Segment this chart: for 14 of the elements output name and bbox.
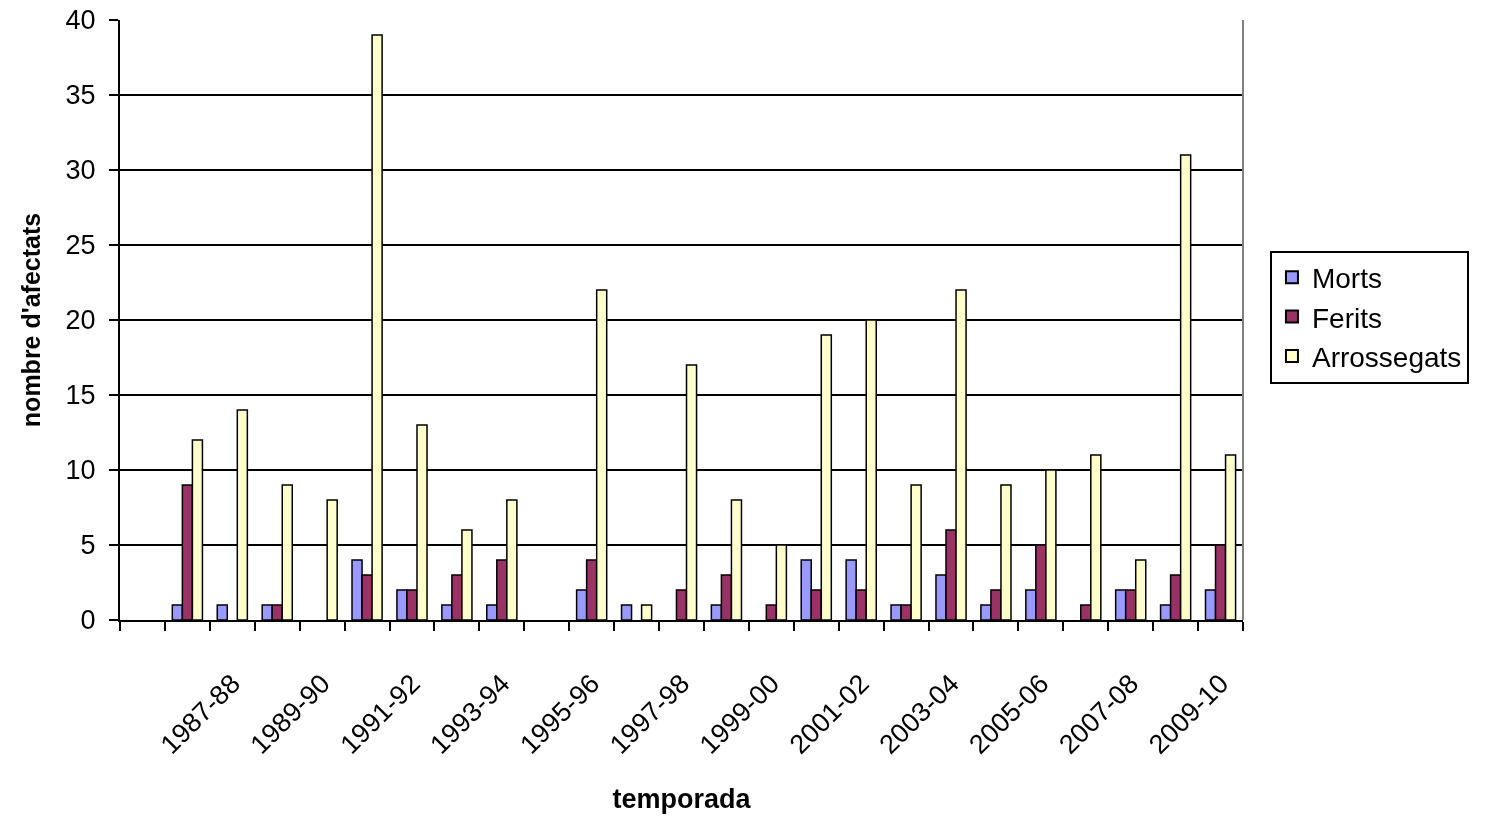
y-axis-title: nombre d'afectats (16, 212, 45, 428)
y-tick-label: 40 (65, 5, 96, 36)
y-tick-label: 20 (65, 305, 96, 336)
y-tick-label: 5 (80, 530, 96, 561)
y-tick-label: 0 (80, 605, 96, 636)
y-tick-label: 25 (65, 230, 96, 261)
legend-label: Arrossegats (1311, 341, 1462, 373)
x-axis-title: temporada (612, 783, 752, 814)
legend-label: Morts (1311, 263, 1382, 295)
y-tick-label: 10 (65, 455, 96, 486)
y-tick-label: 30 (65, 155, 96, 186)
y-tick-label: 35 (65, 80, 96, 111)
y-tick-label: 15 (65, 380, 96, 411)
legend-label: Ferits (1311, 302, 1382, 334)
